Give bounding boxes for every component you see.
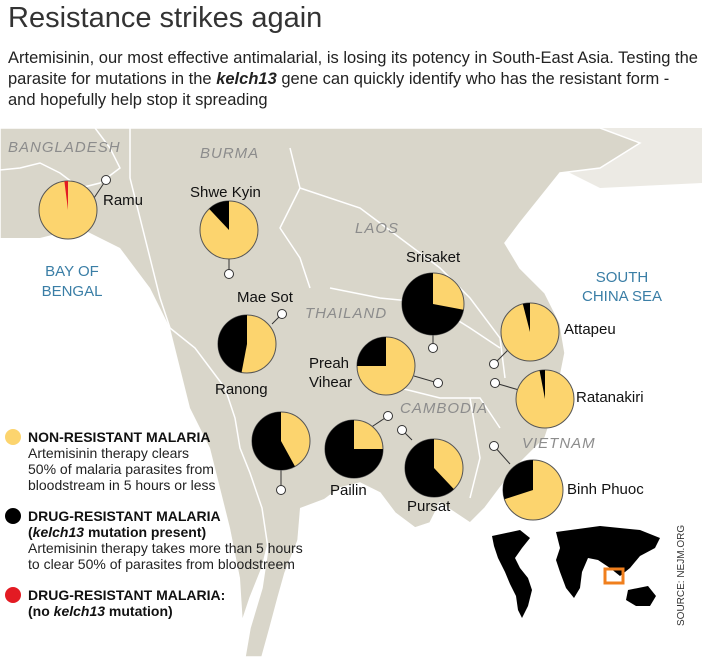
region-thailand: THAILAND [305,305,387,322]
intro-part-1: Artemisinin, our most effective antimala… [8,49,698,88]
source-credit: SOURCE: NEJM.ORG [676,525,687,626]
legend-no-mutation-title: DRUG-RESISTANT MALARIA: [28,587,225,603]
region-laos: LAOS [355,220,399,237]
intro-text: Artemisinin, our most effective antimala… [8,48,698,111]
inset-australia [626,586,656,606]
sea-label-south-china-sea-2: CHINA SEA [582,288,662,305]
legend-drug-resistant-gene-rest: mutation present) [88,524,206,540]
marker-ranong [276,485,286,495]
legend-no-mutation-gene-rest: mutation) [109,603,173,619]
pie-ratanakiri-resistant [539,370,545,399]
label-shwe-kyin: Shwe Kyin [190,184,261,201]
intro-gene: kelch13 [216,70,277,88]
pie-binh-phuoc-resistant [503,460,533,500]
pie-attapeu-resistant [522,303,530,332]
label-preah-vihear-1: Preah [309,355,349,372]
legend-drug-resistant-line2: to clear 50% of parasites from bloodstre… [28,556,295,572]
marker-shwe-kyin [224,269,234,279]
label-ramu: Ramu [103,192,143,209]
marker-preah-vihear [433,378,443,388]
pie-srisaket-resistant [401,273,464,335]
inset-location-box [603,567,625,585]
label-preah-vihear-2: Vihear [309,374,352,391]
legend-non-resistant-line1: Artemisinin therapy clears [28,445,189,461]
page-title: Resistance strikes again [8,2,323,34]
legend-drug-resistant-gene-line: (kelch13 mutation present) [28,524,206,540]
legend-no-mutation-gene: kelch13 [54,603,106,619]
legend-non-resistant-line2: 50% of malaria parasites from [28,461,214,477]
label-binh-phuoc: Binh Phuoc [567,481,644,498]
marker-ramu [101,175,111,185]
legend-drug-resistant-line1: Artemisinin therapy takes more than 5 ho… [28,540,303,556]
marker-pailin [383,411,393,421]
marker-srisaket [428,343,438,353]
intro-part-2: gene can quickly identify who has the re… [8,70,670,109]
label-ranong: Ranong [215,381,268,398]
legend: NON-RESISTANT MALARIA Artemisinin therap… [5,429,303,619]
legend-no-mutation-gene-line: (no kelch13 mutation) [28,603,173,619]
pie-pursat-resistant [404,439,454,498]
legend-drug-resistant-title: DRUG-RESISTANT MALARIA [28,508,221,524]
sea-andaman [0,408,245,657]
pie-pailin-resistant [325,420,383,478]
pie-ramu-no-mutation [64,181,68,210]
label-pailin: Pailin [330,482,367,499]
pie-shwe-kyin-resistant [209,201,229,230]
leader-lines [93,175,520,495]
marker-attapeu [489,359,499,369]
label-pursat: Pursat [407,498,451,515]
label-attapeu: Attapeu [564,321,616,338]
marker-binh-phuoc [489,441,499,451]
legend-drug-resistant-gene: kelch13 [33,524,85,540]
marker-mae-sot [277,309,287,319]
region-bangladesh: BANGLADESH [8,139,121,156]
legend-non-resistant-title: NON-RESISTANT MALARIA [28,429,211,445]
inset-africa-eurasia [556,526,660,598]
sea-label-bay-of-bengal-2: BENGAL [42,283,103,300]
legend-non-resistant-line3: bloodstream in 5 hours or less [28,477,216,493]
label-ratanakiri: Ratanakiri [576,389,644,406]
southeast-asia-map: BANGLADESH BURMA LAOS THAILAND CAMBODIA … [0,128,702,657]
region-burma: BURMA [200,145,259,162]
inset-americas [492,530,532,618]
sea-label-bay-of-bengal-1: BAY OF [45,263,99,280]
legend-swatch-no-mutation [5,587,21,603]
legend-swatch-non-resistant [5,429,21,445]
region-vietnam: VIETNAM [522,435,596,452]
sea-bay-of-bengal [0,228,190,408]
pie-mae-sot-resistant [218,315,247,373]
marker-pursat [397,425,407,435]
sea-gulf-of-thailand [295,493,405,608]
marker-ratanakiri [490,378,500,388]
label-srisaket: Srisaket [406,249,461,266]
legend-swatch-drug-resistant [5,508,21,524]
pie-ranong-resistant [252,412,295,471]
sea-label-south-china-sea-1: SOUTH [596,269,649,286]
pie-preah-vihear-resistant [357,337,386,366]
pie-charts [38,180,575,521]
label-mae-sot: Mae Sot [237,289,294,306]
region-cambodia: CAMBODIA [400,400,488,417]
legend-no-mutation-gene-pre: (no [28,603,54,619]
world-inset-map [488,523,668,623]
